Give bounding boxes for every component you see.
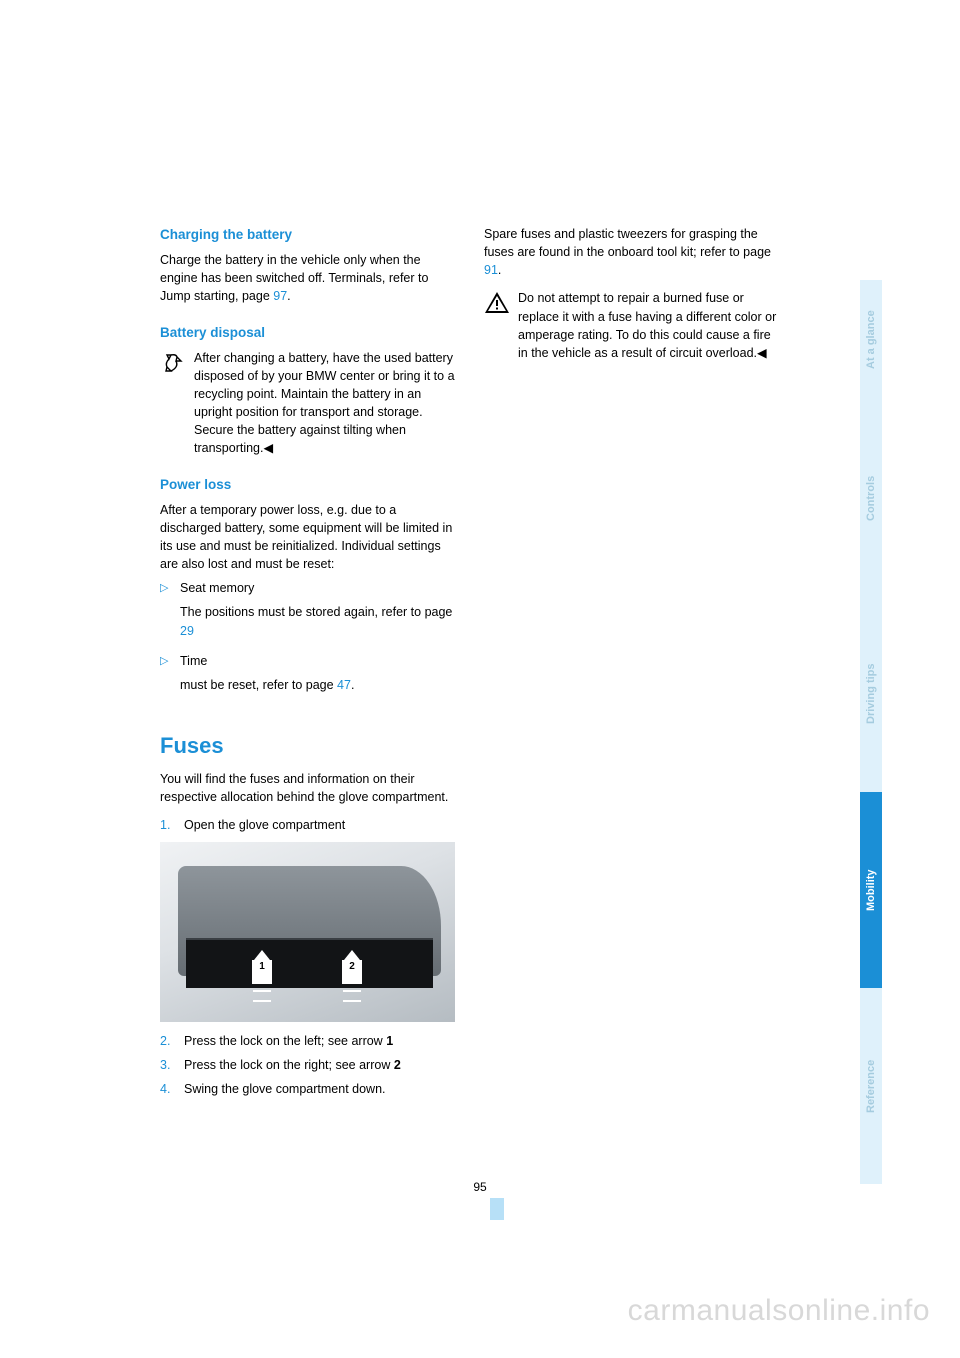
list-item: ▷ Seat memory The positions must be stor… [160, 579, 456, 647]
para-powerloss: After a temporary power loss, e.g. due t… [160, 501, 456, 574]
tab-controls[interactable]: Controls [860, 400, 882, 596]
right-column: Spare fuses and plastic tweezers for gra… [484, 225, 780, 1105]
step-4: 4. Swing the glove compartment down. [160, 1080, 456, 1098]
glove-compartment-image: 1 2 [160, 842, 455, 1022]
bullet-icon: ▷ [160, 579, 170, 647]
tab-reference[interactable]: Reference [860, 988, 882, 1184]
link-47[interactable]: 47 [337, 678, 351, 692]
warning-icon [484, 290, 510, 316]
heading-disposal: Battery disposal [160, 323, 456, 343]
para-spare: Spare fuses and plastic tweezers for gra… [484, 225, 780, 279]
link-97[interactable]: 97 [273, 289, 287, 303]
page-number: 95 [0, 1180, 960, 1194]
step-2: 2. Press the lock on the left; see arrow… [160, 1032, 456, 1050]
link-91[interactable]: 91 [484, 263, 498, 277]
recycle-icon [160, 350, 186, 376]
heading-fuses: Fuses [160, 730, 456, 762]
list-item: ▷ Time must be reset, refer to page 47. [160, 652, 456, 702]
tab-mobility[interactable]: Mobility [860, 792, 882, 988]
para-fuses-intro: You will find the fuses and information … [160, 770, 456, 806]
para-charging: Charge the battery in the vehicle only w… [160, 251, 456, 305]
para-disposal: After changing a battery, have the used … [160, 349, 456, 458]
page-number-highlight [490, 1198, 504, 1220]
heading-charging: Charging the battery [160, 225, 456, 245]
step-1: 1. Open the glove compartment [160, 816, 456, 834]
left-column: Charging the battery Charge the battery … [160, 225, 456, 1105]
para-warning: Do not attempt to repair a burned fuse o… [484, 289, 780, 362]
arrow-2-icon: 2 [342, 960, 362, 984]
step-3: 3. Press the lock on the right; see arro… [160, 1056, 456, 1074]
heading-powerloss: Power loss [160, 475, 456, 495]
side-tabs: At a glanceControlsDriving tipsMobilityR… [860, 280, 882, 1184]
arrow-1-icon: 1 [252, 960, 272, 984]
tab-driving-tips[interactable]: Driving tips [860, 596, 882, 792]
bullet-icon: ▷ [160, 652, 170, 702]
link-29[interactable]: 29 [180, 624, 194, 638]
watermark: carmanualsonline.info [628, 1294, 930, 1328]
tab-at-a-glance[interactable]: At a glance [860, 280, 882, 400]
